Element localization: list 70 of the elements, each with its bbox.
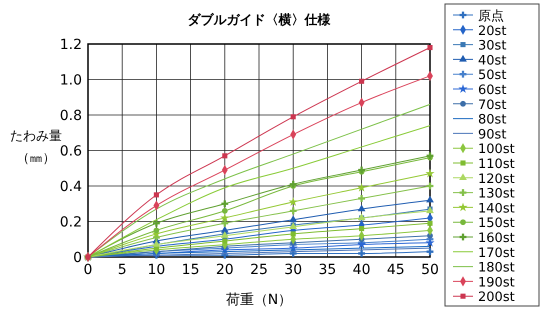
point [358, 204, 366, 212]
y-tick-label: 1.2 [60, 37, 82, 53]
point [359, 226, 364, 232]
legend-label: 160st [478, 231, 515, 246]
x-tick-label: 35 [318, 262, 336, 278]
legend-label: 150st [478, 216, 515, 232]
legend-label: 90st [478, 127, 506, 142]
legend-label: 80st [478, 112, 506, 128]
y-axis-title: たわみ量（㎜） [10, 129, 62, 166]
point [154, 192, 159, 198]
point [427, 220, 433, 226]
x-tick-label: 30 [284, 262, 302, 278]
point [221, 220, 228, 227]
legend-label: 190st [478, 275, 515, 290]
point [154, 228, 160, 234]
legend-label: 20st [478, 24, 506, 39]
x-tick-label: 10 [147, 262, 166, 278]
x-tick-label: 25 [250, 262, 268, 278]
point [288, 197, 298, 206]
legend-label: 180st [478, 260, 515, 276]
y-tick-label: 0.2 [60, 214, 82, 230]
legend-label: 50st [478, 68, 506, 84]
point [357, 182, 366, 192]
point [425, 238, 435, 247]
legend-label: 170st [478, 246, 515, 261]
legend-label: 140st [478, 201, 515, 216]
legend-label: 70st [478, 98, 506, 113]
x-tick-label: 20 [216, 262, 234, 278]
point [290, 231, 296, 236]
y-tick-label: 1.0 [60, 72, 82, 88]
point [359, 78, 364, 84]
legend-label: 原点 [478, 9, 504, 24]
point [426, 248, 434, 256]
point [290, 114, 296, 120]
point [222, 208, 228, 214]
legend-label: 40st [478, 53, 506, 68]
point [290, 207, 297, 214]
chart-title: ダブルガイド〈横〉仕様 [188, 12, 332, 28]
x-axis-title: 荷重（N） [226, 292, 292, 308]
point [152, 220, 160, 227]
y-tick-label: 0.6 [60, 144, 82, 160]
point [426, 196, 434, 202]
legend-label: 30st [478, 38, 506, 54]
x-tick-label: 5 [118, 262, 127, 278]
legend-label: 100st [478, 142, 515, 158]
point [427, 45, 433, 50]
x-tick-label: 45 [386, 262, 405, 278]
legend-label: 120st [478, 172, 515, 187]
point [425, 168, 435, 178]
point [289, 215, 298, 222]
point [222, 153, 228, 158]
point [221, 200, 228, 208]
point [426, 182, 434, 190]
point [290, 180, 297, 188]
legend-label: 130st [478, 186, 515, 202]
point [358, 195, 366, 202]
point [426, 152, 434, 160]
point [222, 238, 228, 244]
y-tick-label: 0 [73, 250, 82, 266]
legend-label: 110st [478, 157, 515, 172]
point [220, 226, 229, 233]
point [220, 213, 230, 222]
y-tick-label: 0.4 [60, 179, 82, 195]
x-tick-label: 0 [84, 262, 92, 278]
y-tick-label: 0.8 [60, 108, 82, 124]
legend-label: 60st [478, 83, 506, 98]
x-tick-label: 15 [182, 262, 200, 278]
x-tick-label: 50 [421, 262, 439, 278]
x-tick-label: 40 [352, 262, 371, 278]
legend-label: 200st [478, 290, 515, 306]
